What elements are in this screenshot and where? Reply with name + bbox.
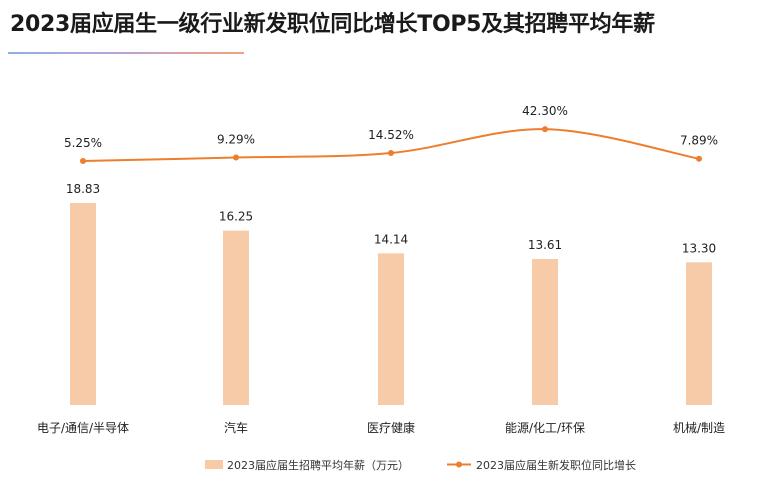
- category-label: 电子/通信/半导体: [37, 421, 129, 435]
- bar-5: [686, 262, 712, 405]
- line-point-3: [388, 150, 394, 157]
- bar-series: 18.83 16.25 14.14 13.61 13.30: [66, 182, 716, 405]
- bar-value-label: 18.83: [66, 182, 100, 196]
- line-point-4: [542, 126, 548, 133]
- category-label: 机械/制造: [673, 420, 725, 435]
- bar-value-label: 16.25: [219, 210, 253, 224]
- bar-value-label: 14.14: [374, 232, 408, 246]
- legend-bar-swatch: [205, 460, 223, 469]
- title-underline: [8, 52, 244, 54]
- legend-bar-label: 2023届应届生招聘平均年薪（万元）: [227, 458, 409, 472]
- line-series: 5.25% 9.29% 14.52% 42.30% 7.89%: [64, 104, 718, 164]
- line-value-label: 42.30%: [522, 104, 568, 118]
- bar-2: [223, 230, 249, 405]
- bar-value-label: 13.61: [528, 238, 562, 252]
- bar-4: [532, 258, 558, 405]
- line-point-2: [233, 154, 239, 161]
- line-value-label: 5.25%: [64, 136, 102, 150]
- chart-title: 2023届应届生一级行业新发职位同比增长TOP5及其招聘平均年薪: [10, 12, 655, 37]
- x-axis: 电子/通信/半导体 汽车 医疗健康 能源/化工/环保 机械/制造: [37, 420, 725, 435]
- bar-1: [70, 203, 96, 405]
- legend-line-marker: [456, 461, 462, 468]
- line-value-label: 14.52%: [368, 128, 414, 142]
- line-value-label: 9.29%: [217, 133, 255, 147]
- bar-value-label: 13.30: [682, 241, 716, 255]
- legend-line-label: 2023届应届生新发职位同比增长: [476, 458, 636, 472]
- legend: 2023届应届生招聘平均年薪（万元） 2023届应届生新发职位同比增长: [205, 458, 636, 472]
- line-point-5: [696, 155, 702, 162]
- bar-3: [378, 253, 404, 405]
- category-label: 汽车: [224, 420, 248, 435]
- category-label: 医疗健康: [367, 420, 415, 435]
- line-value-label: 7.89%: [680, 134, 718, 148]
- line-point-1: [80, 157, 86, 164]
- category-label: 能源/化工/环保: [505, 421, 585, 435]
